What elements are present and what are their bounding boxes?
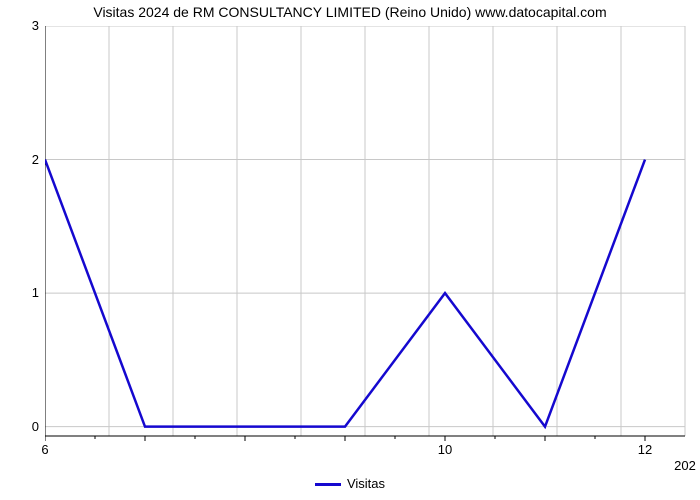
legend-label: Visitas [347, 476, 385, 491]
y-tick-label: 2 [11, 152, 39, 167]
legend-swatch [315, 483, 341, 486]
chart-title: Visitas 2024 de RM CONSULTANCY LIMITED (… [0, 4, 700, 20]
y-tick-label: 1 [11, 285, 39, 300]
chart-plot [45, 26, 687, 446]
chart-legend: Visitas [0, 476, 700, 491]
y-tick-label: 3 [11, 18, 39, 33]
x-sub-label: 202 [674, 458, 696, 473]
chart-container: Visitas 2024 de RM CONSULTANCY LIMITED (… [0, 0, 700, 500]
x-tick-label: 10 [438, 442, 452, 457]
y-tick-label: 0 [11, 419, 39, 434]
x-tick-label: 12 [638, 442, 652, 457]
x-tick-label: 6 [41, 442, 48, 457]
